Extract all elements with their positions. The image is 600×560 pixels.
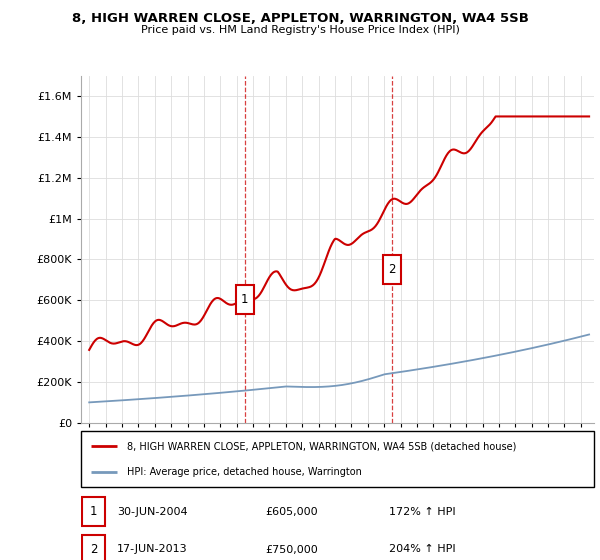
Bar [82, 535, 105, 560]
Text: £750,000: £750,000 [266, 544, 319, 554]
Text: 204% ↑ HPI: 204% ↑ HPI [389, 544, 455, 554]
Text: 2: 2 [90, 543, 97, 556]
Text: 8, HIGH WARREN CLOSE, APPLETON, WARRINGTON, WA4 5SB (detached house): 8, HIGH WARREN CLOSE, APPLETON, WARRINGT… [127, 441, 517, 451]
Bar [236, 284, 254, 314]
Bar [82, 497, 105, 526]
Text: 1: 1 [241, 293, 248, 306]
Text: 2: 2 [388, 263, 395, 276]
Text: 17-JUN-2013: 17-JUN-2013 [117, 544, 188, 554]
Text: 172% ↑ HPI: 172% ↑ HPI [389, 507, 455, 517]
Text: £605,000: £605,000 [266, 507, 319, 517]
Bar [383, 255, 401, 284]
Text: 8, HIGH WARREN CLOSE, APPLETON, WARRINGTON, WA4 5SB: 8, HIGH WARREN CLOSE, APPLETON, WARRINGT… [71, 12, 529, 25]
Text: Price paid vs. HM Land Registry's House Price Index (HPI): Price paid vs. HM Land Registry's House … [140, 25, 460, 35]
Text: 30-JUN-2004: 30-JUN-2004 [117, 507, 188, 517]
Text: 1: 1 [90, 505, 97, 518]
Text: HPI: Average price, detached house, Warrington: HPI: Average price, detached house, Warr… [127, 467, 362, 477]
